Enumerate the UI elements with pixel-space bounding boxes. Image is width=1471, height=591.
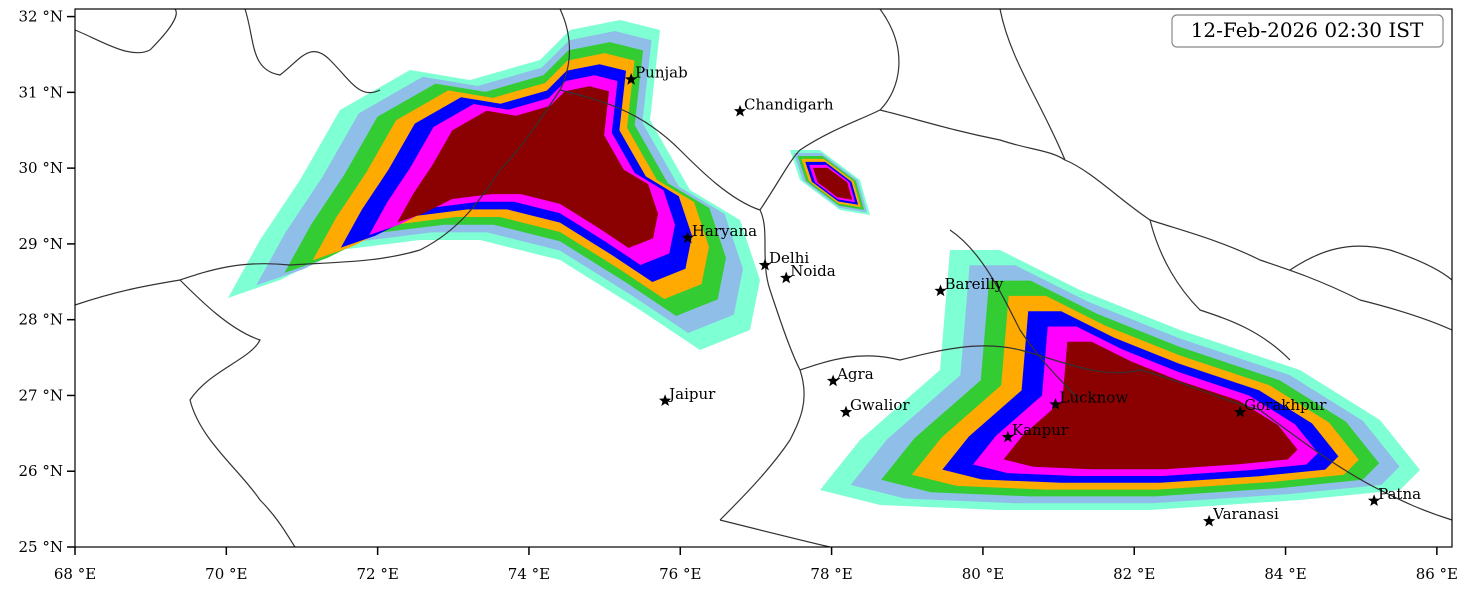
city-label: Jaipur (667, 385, 716, 403)
city-marker (1001, 430, 1015, 443)
city-label: Bareilly (945, 275, 1004, 293)
y-tick-label: 30 °N (19, 159, 63, 177)
x-tick-label: 70 °E (205, 565, 247, 583)
city-marker (624, 73, 638, 85)
city-marker (659, 394, 672, 406)
x-tick-label: 84 °E (1264, 565, 1306, 583)
map-frame (74, 8, 1453, 548)
rain-band (812, 167, 853, 200)
borders (74, 8, 1453, 548)
y-tick-label: 28 °N (19, 311, 63, 329)
y-tick-label: 27 °N (19, 386, 63, 404)
x-tick-label: 74 °E (508, 565, 550, 583)
x-tick-label: 82 °E (1113, 565, 1155, 583)
city-label: Patna (1378, 485, 1421, 503)
city-marker (934, 284, 947, 297)
city-label: Agra (836, 365, 874, 383)
city-marker (839, 405, 853, 418)
city-marker (733, 104, 747, 117)
city-marker (1049, 398, 1062, 410)
x-tick-label: 78 °E (810, 565, 852, 583)
city-marker (780, 271, 793, 284)
rain-band (1003, 341, 1298, 470)
x-tick-label: 86 °E (1416, 565, 1458, 583)
city-marker (1203, 514, 1216, 527)
y-tick-label: 29 °N (19, 235, 63, 253)
city-marker (826, 374, 840, 387)
timestamp-box (1171, 14, 1444, 48)
city-label: Delhi (769, 249, 809, 267)
y-tick-label: 32 °N (19, 8, 63, 26)
rain-band (397, 86, 658, 248)
city-label: Varanasi (1212, 505, 1279, 523)
city-label: Punjab (635, 63, 688, 81)
precipitation (228, 20, 1420, 510)
city-marker (758, 258, 772, 271)
city-label: Noida (790, 262, 836, 280)
y-tick-label: 31 °N (19, 83, 63, 101)
y-tick-label: 26 °N (19, 462, 63, 480)
city-label: Kanpur (1012, 421, 1069, 439)
x-tick-label: 76 °E (659, 565, 701, 583)
city-marker (1367, 494, 1381, 506)
x-tick-label: 80 °E (962, 565, 1004, 583)
city-label: Gorakhpur (1244, 396, 1327, 414)
city-label: Lucknow (1060, 389, 1129, 407)
timestamp: 12-Feb-2026 02:30 IST (1191, 18, 1424, 42)
city-marker (1234, 405, 1247, 418)
x-tick-label: 72 °E (356, 565, 398, 583)
city-label: Gwalior (850, 396, 910, 414)
city-marker (681, 231, 694, 244)
x-tick-label: 68 °E (54, 565, 96, 583)
y-tick-label: 25 °N (19, 538, 63, 556)
city-label: Chandigarh (744, 95, 834, 113)
city-label: Haryana (692, 222, 757, 240)
